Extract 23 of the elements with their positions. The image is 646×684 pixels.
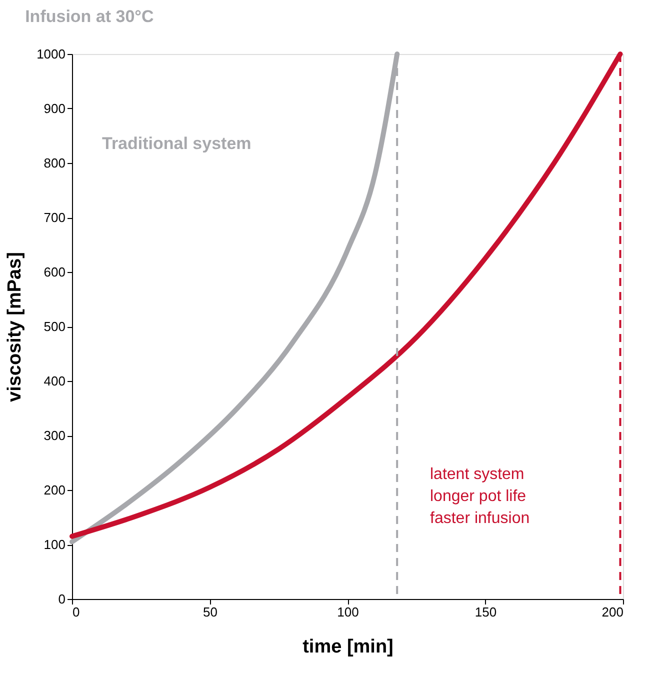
y-tick-label: 0 xyxy=(58,592,66,606)
x-axis-title: time [min] xyxy=(302,636,394,658)
x-tick-label: 100 xyxy=(337,604,359,620)
y-tick-label: 600 xyxy=(44,264,66,280)
y-tick-label: 200 xyxy=(44,482,66,498)
x-tick-label: 0 xyxy=(72,604,80,620)
annotation: faster infusion xyxy=(430,510,530,527)
y-tick-label: 500 xyxy=(44,319,66,334)
x-tick-label: 50 xyxy=(203,604,218,620)
x-tick-label: 150 xyxy=(474,604,497,620)
chart-title: Infusion at 30°C xyxy=(25,7,154,26)
y-tick-label: 800 xyxy=(44,156,66,170)
text: Traditional system xyxy=(102,134,252,153)
y-tick-label: 1000 xyxy=(36,46,66,62)
y-tick-label: 900 xyxy=(44,101,66,116)
y-tick-label: 300 xyxy=(44,428,66,443)
annotation: longer pot life xyxy=(430,488,526,505)
text: latent system xyxy=(430,466,524,483)
y-tick-label: 400 xyxy=(44,374,66,388)
y-axis-title: viscosity [mPas] xyxy=(4,252,26,402)
x-tick-label: 200 xyxy=(602,604,624,620)
y-tick-label: 700 xyxy=(44,210,66,225)
y-tick-label: 100 xyxy=(44,537,66,552)
